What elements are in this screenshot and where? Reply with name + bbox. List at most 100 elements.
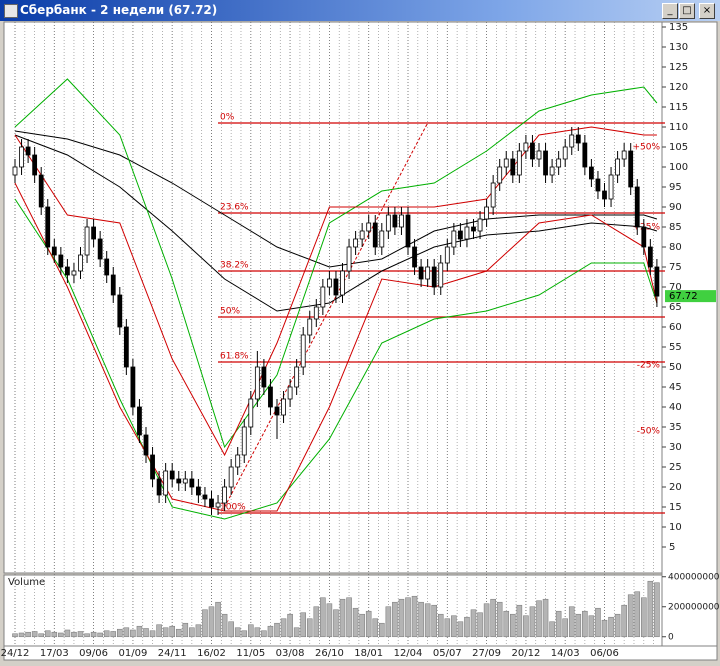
volume-bar <box>202 609 208 638</box>
volume-bar <box>562 618 569 638</box>
volume-bar <box>300 612 307 638</box>
candle-body <box>235 454 241 468</box>
candle-body <box>340 270 345 296</box>
candle-body <box>307 318 313 336</box>
volume-bar <box>457 621 464 638</box>
y-tick-label: 50 <box>669 362 682 373</box>
window-icon <box>4 4 18 18</box>
volume-bar <box>306 618 313 638</box>
candle-body <box>353 238 359 248</box>
volume-tick-label: 0 <box>668 632 674 642</box>
candle-body <box>628 150 634 188</box>
candle-body <box>471 226 476 232</box>
volume-bar <box>18 632 25 638</box>
indicator-line <box>14 198 658 520</box>
x-tick-label: 18/01 <box>354 648 383 659</box>
candle-body <box>595 178 601 192</box>
volume-label: Volume <box>8 577 45 588</box>
candle-body <box>274 406 280 416</box>
candle-body <box>523 142 529 152</box>
volume-bar <box>169 625 175 638</box>
candle-body <box>490 182 496 208</box>
maximize-button[interactable]: □ <box>679 3 695 19</box>
candle-body <box>19 146 24 168</box>
y-tick-label: 95 <box>669 182 682 193</box>
x-tick-label: 01/09 <box>118 648 147 659</box>
volume-bar <box>346 597 352 638</box>
candle-body <box>503 158 509 168</box>
close-button[interactable]: × <box>699 3 715 19</box>
volume-bar <box>464 616 470 638</box>
candle-body <box>209 498 214 508</box>
x-tick-label: 09/06 <box>79 648 108 659</box>
y-tick-label: 45 <box>669 382 682 393</box>
volume-bar <box>31 631 38 638</box>
candle-body <box>425 266 431 280</box>
x-tick-label: 14/03 <box>551 648 580 659</box>
candle-body <box>457 230 463 240</box>
y-tick-label: 5 <box>669 542 675 553</box>
volume-bar <box>149 630 156 638</box>
volume-bar <box>110 631 117 638</box>
volume-bar <box>588 615 595 638</box>
y-tick-label: 30 <box>669 442 682 453</box>
fib-label: 50% <box>220 307 240 317</box>
y-tick-label: 125 <box>669 62 688 73</box>
volume-bar <box>189 627 195 638</box>
volume-bar <box>320 597 326 638</box>
candle-body <box>254 366 260 400</box>
candle-body <box>156 478 162 496</box>
fib-label: 23.6% <box>220 203 249 213</box>
candle-body <box>97 238 103 260</box>
volume-bar <box>621 604 627 638</box>
volume-bar <box>365 610 372 638</box>
candle-body <box>313 306 319 320</box>
volume-bar <box>280 618 287 638</box>
y-tick-label: 130 <box>669 42 688 53</box>
last-price-box <box>665 290 716 303</box>
candle-body <box>45 206 51 248</box>
candle-body <box>130 366 136 408</box>
candle-body <box>372 222 378 248</box>
volume-bar <box>359 613 365 638</box>
candle-body <box>647 246 653 268</box>
volume-bar <box>248 624 254 638</box>
volume-bar <box>97 632 103 638</box>
candle-body <box>418 266 424 280</box>
y-tick-label: 35 <box>669 422 682 433</box>
candle-body <box>621 150 627 160</box>
volume-bar <box>130 629 136 638</box>
y-tick-label: 115 <box>669 102 688 113</box>
volume-bar <box>84 633 90 638</box>
volume-bar <box>582 610 588 638</box>
indicator-line <box>14 182 658 512</box>
candle-body <box>123 326 129 368</box>
volume-bar <box>372 618 379 638</box>
candle-body <box>215 502 221 508</box>
volume-bar <box>117 628 123 638</box>
volume-bar <box>326 603 333 638</box>
y-tick-label: 75 <box>669 262 682 273</box>
candle-body <box>484 206 490 220</box>
volume-bar <box>398 598 405 638</box>
volume-bar <box>313 606 320 638</box>
x-tick-label: 17/03 <box>40 648 69 659</box>
minimize-button[interactable]: _ <box>662 3 678 19</box>
candle-body <box>222 486 228 504</box>
volume-bar <box>90 631 97 638</box>
candle-body <box>261 366 267 388</box>
title-bar: Сбербанк - 2 недели (67.72) _ □ × <box>0 0 720 21</box>
projection-label: -25% <box>637 361 661 371</box>
volume-bar <box>451 615 457 638</box>
candle-body <box>326 278 332 288</box>
volume-bar <box>555 610 562 638</box>
y-tick-label: 85 <box>669 222 682 233</box>
volume-bar <box>215 601 221 638</box>
volume-bar <box>490 598 496 638</box>
candle-body <box>641 226 647 248</box>
volume-bar <box>549 621 555 638</box>
volume-bar <box>536 600 542 638</box>
x-tick-label: 05/07 <box>433 648 462 659</box>
candle-body <box>536 150 542 160</box>
candle-body <box>392 214 398 228</box>
